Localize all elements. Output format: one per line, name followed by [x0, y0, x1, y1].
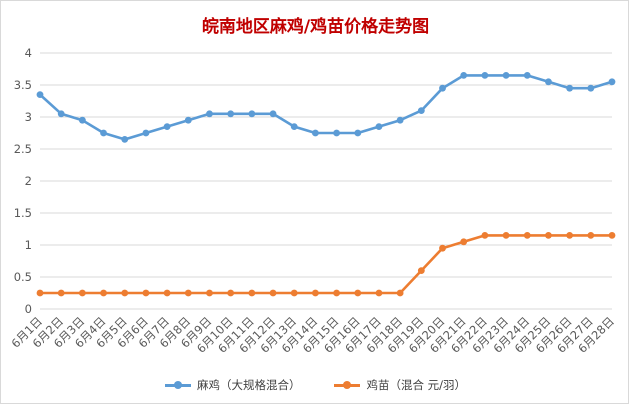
legend: 麻鸡（大规格混合） 鸡苗（混合 元/羽）	[0, 375, 631, 395]
data-point	[439, 84, 446, 92]
series-0	[36, 72, 616, 143]
data-point	[502, 232, 510, 239]
data-point	[545, 232, 552, 239]
legend-dot-mahji	[173, 381, 182, 389]
data-point	[566, 232, 574, 239]
series-1	[36, 232, 616, 297]
data-point	[57, 110, 65, 118]
y-tick-label: 3.5	[14, 78, 32, 92]
data-point	[269, 289, 277, 297]
y-tick-label: 4	[25, 46, 32, 60]
data-point	[587, 232, 595, 239]
series-lines	[36, 72, 616, 297]
x-axis-ticks: 6月1日6月2日6月3日6月4日6月5日6月6日6月7日6月8日6月9日6月10…	[8, 314, 617, 356]
y-axis-ticks: 0 0.5 1 1.5 2 2.5 3 3.5 4	[14, 46, 32, 316]
data-point	[248, 289, 256, 297]
data-point	[100, 129, 107, 137]
data-point	[375, 289, 383, 297]
data-point	[545, 78, 552, 86]
data-point	[121, 289, 129, 297]
data-point	[163, 123, 171, 130]
data-point	[396, 116, 404, 124]
data-point	[354, 289, 362, 297]
y-tick-label: 1.5	[14, 206, 32, 220]
data-point	[57, 289, 65, 297]
y-tick-label: 0.5	[14, 270, 32, 284]
y-tick-label: 2.5	[14, 142, 32, 156]
data-point	[142, 289, 150, 297]
data-point	[78, 116, 86, 124]
y-tick-label: 0	[25, 302, 32, 316]
data-point	[290, 123, 298, 130]
data-point	[333, 129, 340, 137]
legend-marker-mahji	[164, 380, 191, 390]
data-point	[439, 244, 446, 252]
data-point	[375, 123, 383, 130]
legend-label-jimiao: 鸡苗（混合 元/羽）	[366, 378, 467, 392]
data-point	[523, 232, 531, 239]
legend-item-jimiao[interactable]: 鸡苗（混合 元/羽）	[334, 377, 466, 393]
data-point	[36, 91, 44, 98]
series-line	[38, 234, 614, 295]
data-point	[312, 129, 319, 137]
data-point	[290, 289, 298, 297]
data-point	[354, 129, 362, 137]
data-point	[227, 110, 235, 118]
legend-dot-jimiao	[343, 381, 352, 389]
y-tick-label: 2	[25, 174, 32, 188]
data-point	[523, 72, 531, 79]
data-point	[460, 238, 468, 246]
gridlines	[40, 52, 612, 310]
data-point	[566, 84, 574, 92]
data-point	[587, 84, 595, 92]
data-point	[121, 136, 129, 143]
data-point	[608, 78, 616, 86]
legend-marker-jimiao	[334, 380, 361, 390]
data-point	[481, 232, 489, 239]
data-point	[608, 232, 616, 239]
data-point	[269, 110, 277, 118]
data-point	[396, 289, 404, 297]
data-point	[206, 110, 213, 118]
data-point	[184, 289, 192, 297]
data-point	[417, 107, 425, 114]
data-point	[417, 267, 425, 274]
data-point	[333, 289, 340, 297]
data-point	[481, 72, 489, 79]
data-point	[312, 289, 319, 297]
data-point	[227, 289, 235, 297]
chart-title: 皖南地区麻鸡/鸡苗价格走势图	[201, 17, 430, 37]
series-line	[38, 74, 614, 141]
data-point	[142, 129, 150, 137]
data-point	[248, 110, 256, 118]
data-point	[78, 289, 86, 297]
data-point	[36, 289, 44, 297]
data-point	[206, 289, 213, 297]
data-point	[184, 116, 192, 124]
legend-label-mahji: 麻鸡（大规格混合）	[196, 378, 301, 392]
y-tick-label: 3	[25, 110, 32, 124]
data-point	[460, 72, 468, 79]
data-point	[163, 289, 171, 297]
data-point	[502, 72, 510, 79]
y-tick-label: 1	[25, 238, 32, 252]
data-point	[100, 289, 107, 297]
legend-item-mahji[interactable]: 麻鸡（大规格混合）	[164, 377, 301, 393]
